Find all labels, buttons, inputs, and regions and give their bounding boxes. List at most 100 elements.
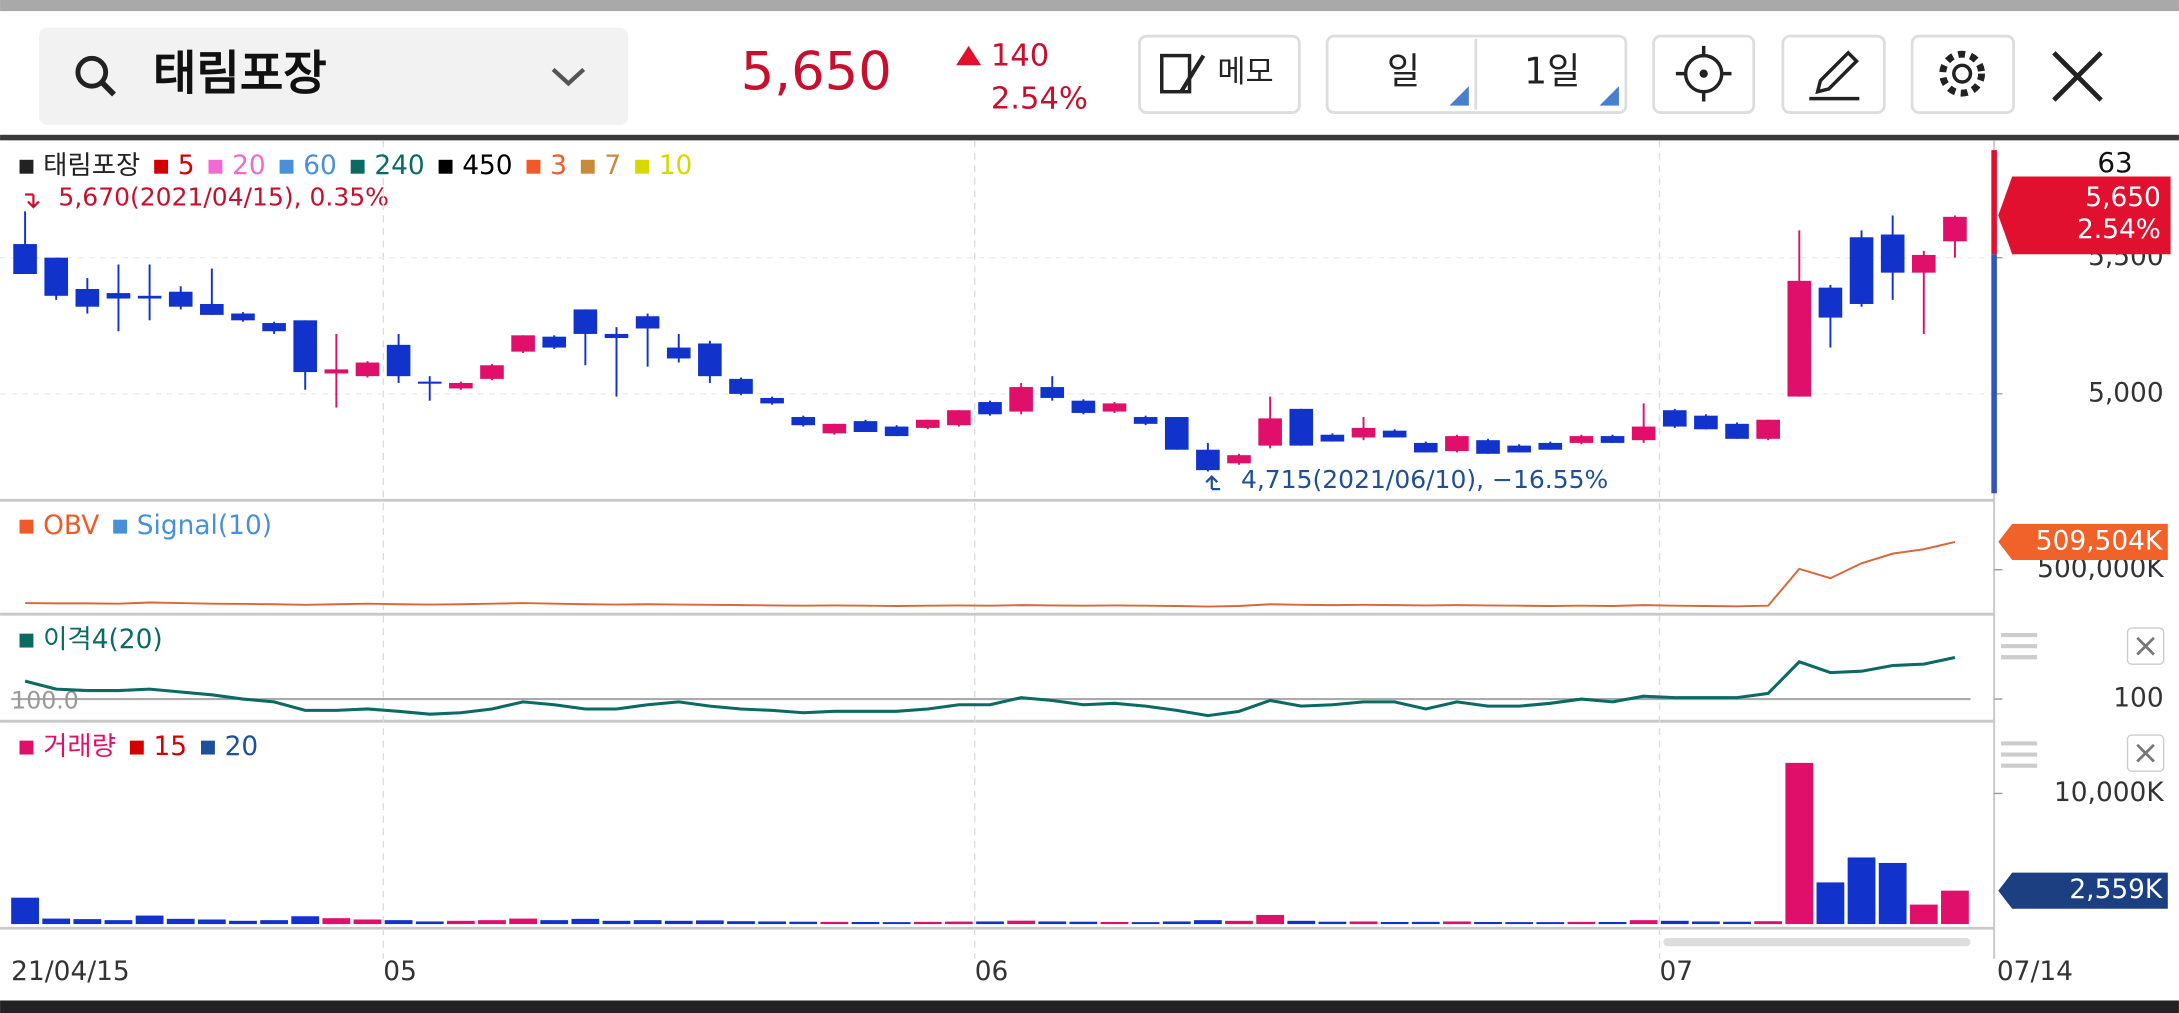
candle-body [1445,436,1469,452]
badge-rate: 2.54% [2077,214,2161,245]
volume-bar [384,920,413,925]
volume-bar [1069,921,1098,925]
legend-label: 10 [659,150,693,181]
y-tick-label: 10,000K [2054,777,2164,808]
candle-body [1413,442,1438,453]
x-tick-label: 07 [1660,956,1694,987]
interval-label[interactable]: 1일 [1524,50,1580,93]
candle-body [1227,455,1251,464]
volume-bar [1443,921,1471,925]
volume-bar [1131,922,1160,925]
legend-label: 3 [550,150,567,181]
volume-bar [1007,920,1036,925]
candle-body [915,419,940,428]
candle-body [293,320,318,373]
legend-swatch [526,159,541,174]
volume-bar [758,921,787,925]
badge-value: 2,559K [2069,874,2163,905]
scrollbar[interactable] [1663,937,1971,947]
volume-bar [478,920,506,925]
volume-bar [571,918,600,925]
panel-close [2136,743,2155,763]
volume-bar [1193,920,1222,925]
value-badge [1998,872,2168,909]
candle-body [978,402,1002,415]
candle-body [1351,427,1376,438]
volume-bar [1598,921,1627,925]
legend-swatch [201,740,215,755]
legend-label: 450 [462,150,512,181]
volume-bar [1941,890,1969,925]
volume-bar [1100,921,1129,925]
change-rate: 2.54% [991,82,1088,117]
legend-swatch [19,633,34,648]
high-annotation: 5,670(2021/04/15), 0.35% [58,183,388,212]
low-marker [1205,475,1221,491]
candle-body [231,313,255,321]
candle-body [1320,434,1345,442]
search-icon [75,55,109,89]
gear-icon [1939,50,1986,97]
volume-bar [166,918,195,925]
volume-bar [446,920,475,925]
candle-body [1133,417,1158,424]
volume-bar [913,921,942,925]
volume-bar [509,918,538,925]
value-badge [1998,523,2168,560]
corner-mark [1599,86,1619,106]
volume-bar [1660,920,1689,925]
legend-label: 20 [225,731,259,762]
volume-bar [1878,862,1907,925]
volume-bar [1038,921,1067,925]
bottom-strip [0,1000,2179,1013]
memo-label: 메모 [1217,55,1273,90]
volume-bar [260,920,288,925]
volume-bar [1754,921,1783,925]
indicator-line [25,540,1956,608]
settings-button[interactable] [1910,34,2015,114]
candle-body [1071,400,1096,413]
candle-body [1694,415,1718,430]
memo-icon [1179,54,1206,93]
period-label[interactable]: 일 [1387,50,1420,93]
panel-handle[interactable] [2001,632,2038,768]
volume-bar [882,922,911,925]
dropdown-chevron[interactable] [551,67,586,87]
volume-bar [944,921,973,925]
draw-button[interactable] [1781,34,1886,114]
indicator-line [24,656,1956,718]
search-icon [99,80,116,97]
legend-label: 7 [604,150,621,181]
candle-body [1009,387,1033,412]
legend-label: 240 [374,150,424,181]
search-box[interactable] [38,27,629,126]
legend-swatch [19,519,34,534]
candle-body [1662,410,1687,427]
volume-bar [851,921,880,925]
candle-body [13,244,37,275]
candle-body [44,257,69,296]
candle-body [386,344,411,377]
legend-label: OBV [43,510,99,541]
volume-bar [415,921,444,925]
candle-body [791,417,816,426]
volume-bar [540,920,569,925]
candle-body [168,291,193,307]
legend-swatch [154,159,169,174]
badge-price: 5,650 [2085,182,2161,213]
candle-body [947,410,971,426]
close-button[interactable] [2052,51,2103,102]
high-marker [25,193,40,209]
candle-body [698,343,722,377]
candle-body [1911,254,1936,273]
candle-body [417,381,442,384]
candle-body [729,378,753,394]
legend-label: 20 [232,150,266,181]
legend-label: 거래량 [43,731,116,762]
price-bar-down [1991,254,1997,494]
volume-bar [1692,921,1720,925]
badge-value: 509,504K [2036,525,2163,556]
volume-bar [1536,922,1565,925]
candle-body [1631,426,1656,441]
